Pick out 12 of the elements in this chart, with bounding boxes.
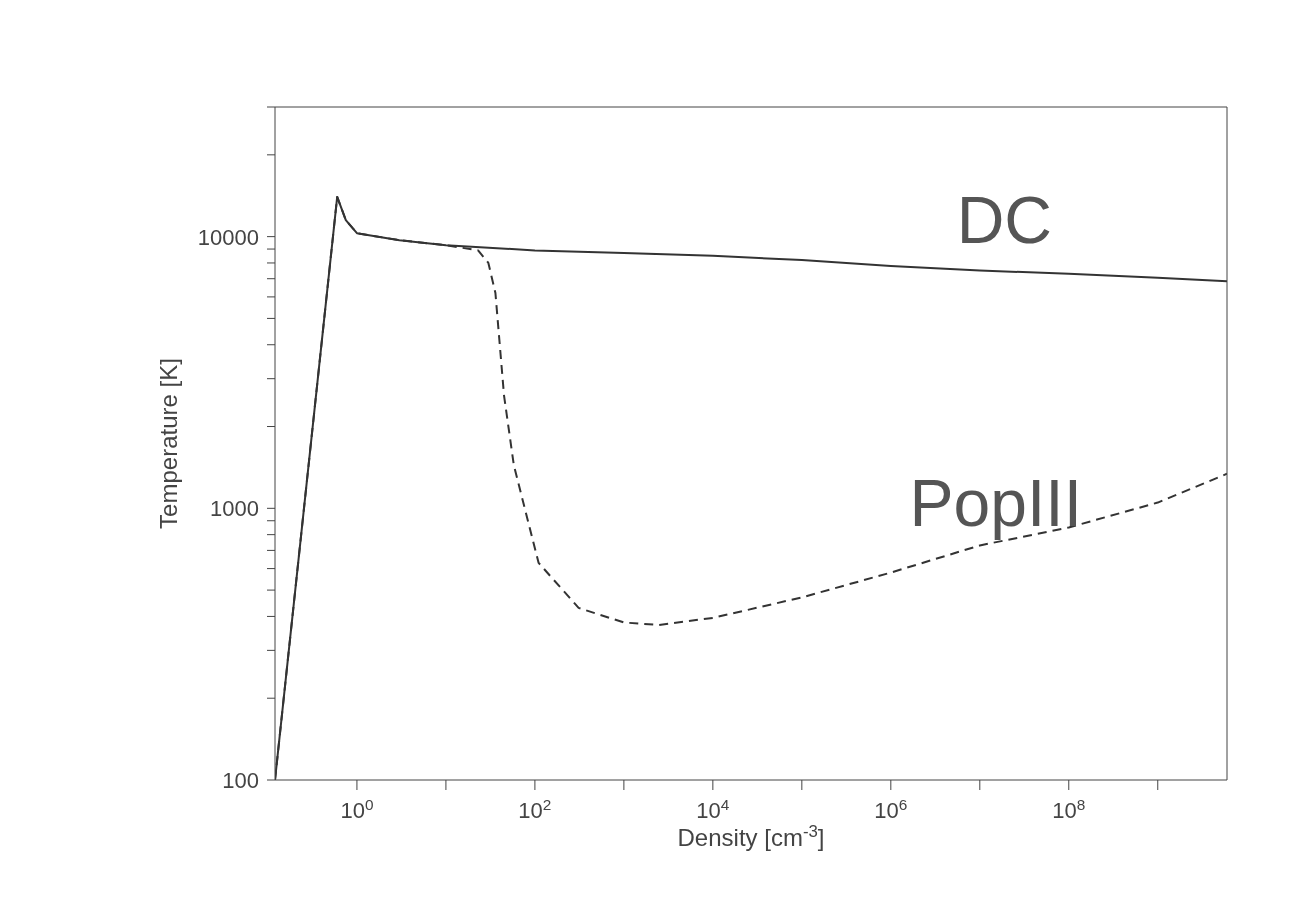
x-tick-label: 10$^{6}$: [874, 795, 908, 823]
y-tick-label: 10000: [197, 224, 259, 250]
x-axis-title: Density [cm$^{-3}$]: [677, 821, 825, 851]
series-label: PopIII: [909, 465, 1082, 540]
series-label: DC: [956, 183, 1052, 258]
y-tick-label: 1000: [210, 496, 259, 522]
y-tick-label: 100: [222, 768, 259, 793]
x-tick-label: 10$^{2}$: [518, 795, 552, 823]
y-axis-title: Temperature [K]: [155, 358, 182, 529]
x-tick-label: 10$^{4}$: [696, 795, 730, 823]
x-tick-label: 10$^{0}$: [340, 795, 374, 823]
x-tick-label: 10$^{8}$: [1052, 795, 1086, 823]
